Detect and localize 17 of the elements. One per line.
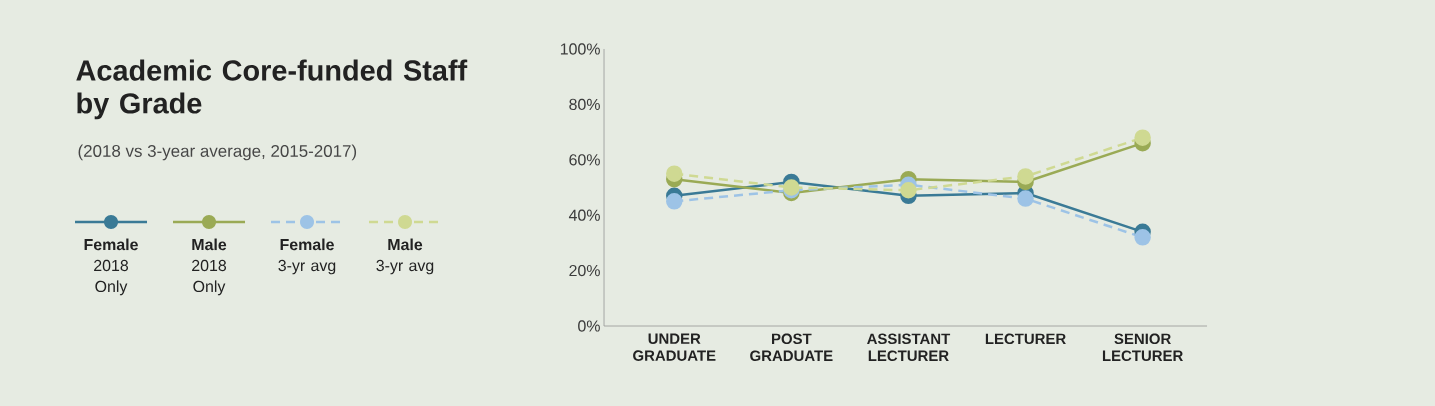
- x-tick-label: ASSISTANT LECTURER: [867, 333, 951, 362]
- y-tick-label: 0%: [578, 320, 600, 332]
- x-tick-label: UNDER GRADUATE: [633, 333, 716, 361]
- legend-label: Female 3-yr avg: [278, 238, 336, 275]
- legend-label: Female 2018 Only: [84, 238, 138, 296]
- y-tick-label: 80%: [569, 98, 600, 111]
- legend-label: Male 3-yr avg: [376, 238, 434, 275]
- x-tick-label: SENIOR LECTURER: [1102, 333, 1183, 362]
- text: (2018 vs 3-year average, 2015-2017): [78, 144, 357, 161]
- x-tick-label: LECTURER: [985, 333, 1066, 345]
- text: Academic Core-funded Staff by Grade: [76, 59, 468, 120]
- legend-label: Male 2018 Only: [192, 238, 227, 296]
- y-tick-label: 20%: [569, 264, 600, 277]
- y-tick-label: 60%: [569, 154, 600, 166]
- x-tick-label: POST GRADUATE: [750, 333, 833, 362]
- y-tick-label: 100%: [560, 43, 600, 55]
- y-tick-label: 40%: [568, 209, 600, 221]
